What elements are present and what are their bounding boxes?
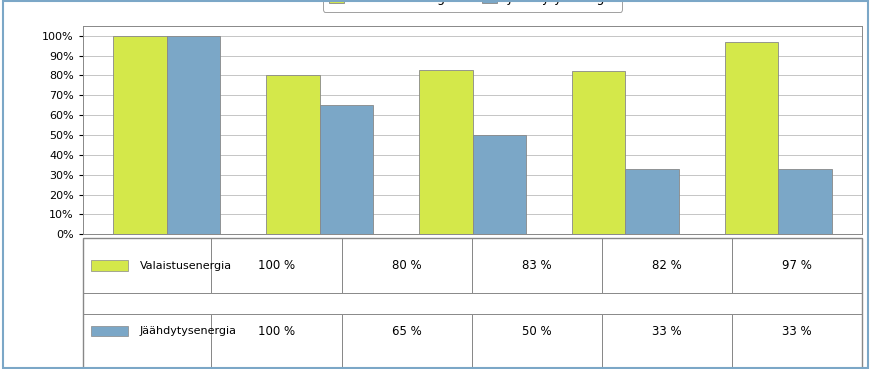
Bar	[91, 260, 128, 271]
Legend: Valaistusenergia, Jäähdytysenergia: Valaistusenergia, Jäähdytysenergia	[323, 0, 622, 12]
Bar	[725, 42, 778, 234]
Bar	[625, 169, 679, 234]
Bar	[212, 238, 341, 293]
Bar	[602, 238, 733, 293]
Text: Valaistusenergia: Valaistusenergia	[139, 261, 232, 270]
Bar	[572, 72, 625, 234]
Text: 100 %: 100 %	[258, 259, 295, 272]
Bar	[83, 314, 212, 369]
Bar	[419, 69, 472, 234]
Text: 33 %: 33 %	[782, 324, 812, 338]
Bar	[113, 36, 167, 234]
Bar	[733, 314, 862, 369]
Bar	[212, 314, 341, 369]
Text: 83 %: 83 %	[522, 259, 551, 272]
Text: Jäähdytysenergia: Jäähdytysenergia	[139, 326, 237, 336]
Text: 100 %: 100 %	[258, 324, 295, 338]
Bar	[341, 314, 472, 369]
Bar	[320, 105, 373, 234]
Bar	[472, 238, 602, 293]
Bar	[341, 238, 472, 293]
Bar	[267, 76, 320, 234]
Bar	[472, 135, 526, 234]
Bar	[83, 238, 212, 293]
Bar	[733, 238, 862, 293]
Bar	[602, 314, 733, 369]
Text: 97 %: 97 %	[782, 259, 812, 272]
Text: 82 %: 82 %	[652, 259, 682, 272]
Bar	[472, 314, 602, 369]
Bar	[91, 326, 128, 336]
Text: 33 %: 33 %	[652, 324, 682, 338]
Bar	[778, 169, 832, 234]
Text: 50 %: 50 %	[522, 324, 551, 338]
Text: 80 %: 80 %	[392, 259, 422, 272]
Text: 65 %: 65 %	[392, 324, 422, 338]
Bar	[167, 36, 220, 234]
